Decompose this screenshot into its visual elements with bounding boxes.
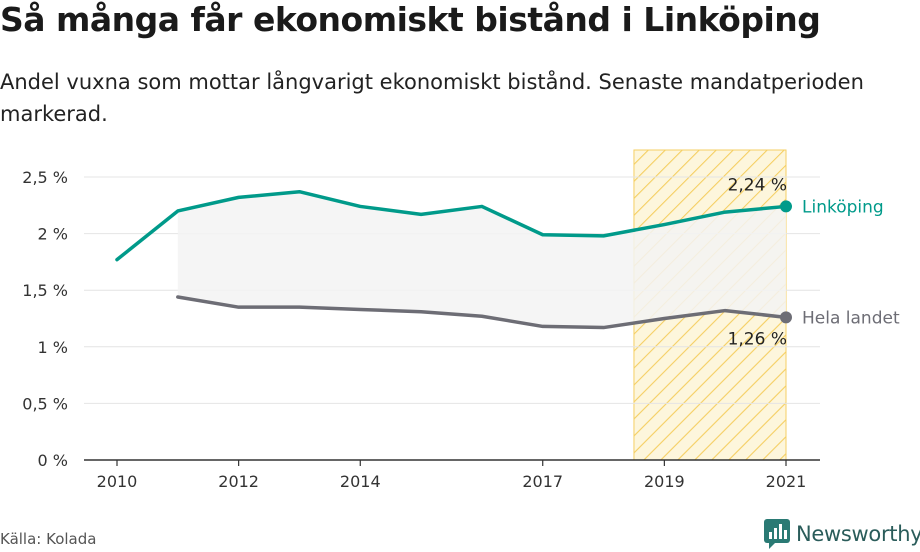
x-tick-label: 2019 bbox=[644, 472, 685, 491]
y-tick-label: 0,5 % bbox=[22, 394, 68, 413]
y-tick-label: 2 % bbox=[38, 225, 68, 244]
series-line-linkoping bbox=[115, 189, 788, 262]
source-note: Källa: Kolada bbox=[0, 530, 97, 548]
series-end-point bbox=[780, 200, 792, 213]
chart-subtitle: Andel vuxna som mottar långvarigt ekonom… bbox=[0, 70, 864, 126]
x-tick-label: 2021 bbox=[766, 472, 807, 491]
x-tick-label: 2014 bbox=[340, 472, 381, 491]
y-tick-label: 1,5 % bbox=[22, 281, 68, 300]
series-name-label: Hela landet bbox=[802, 308, 900, 328]
y-tick-label: 1 % bbox=[38, 338, 68, 357]
newsworthy-logo-icon bbox=[764, 519, 790, 549]
gap-area bbox=[177, 191, 786, 328]
series-line-hela-landet bbox=[176, 295, 788, 330]
newsworthy-logo: Newsworthy bbox=[764, 519, 920, 549]
chart-title: Så många får ekonomiskt bistånd i Linköp… bbox=[0, 0, 821, 39]
y-tick-label: 0 % bbox=[38, 451, 68, 470]
series-value-label: 1,26 % bbox=[728, 329, 787, 349]
series-value-label: 2,24 % bbox=[728, 175, 787, 195]
x-tick-label: 2017 bbox=[522, 472, 563, 491]
series-name-label: Linköping bbox=[802, 197, 884, 217]
y-tick-label: 2,5 % bbox=[22, 168, 68, 187]
series-end-point bbox=[780, 311, 792, 324]
brand-name: Newsworthy bbox=[796, 522, 920, 546]
x-tick-label: 2012 bbox=[218, 472, 259, 491]
x-tick-label: 2010 bbox=[97, 472, 138, 491]
